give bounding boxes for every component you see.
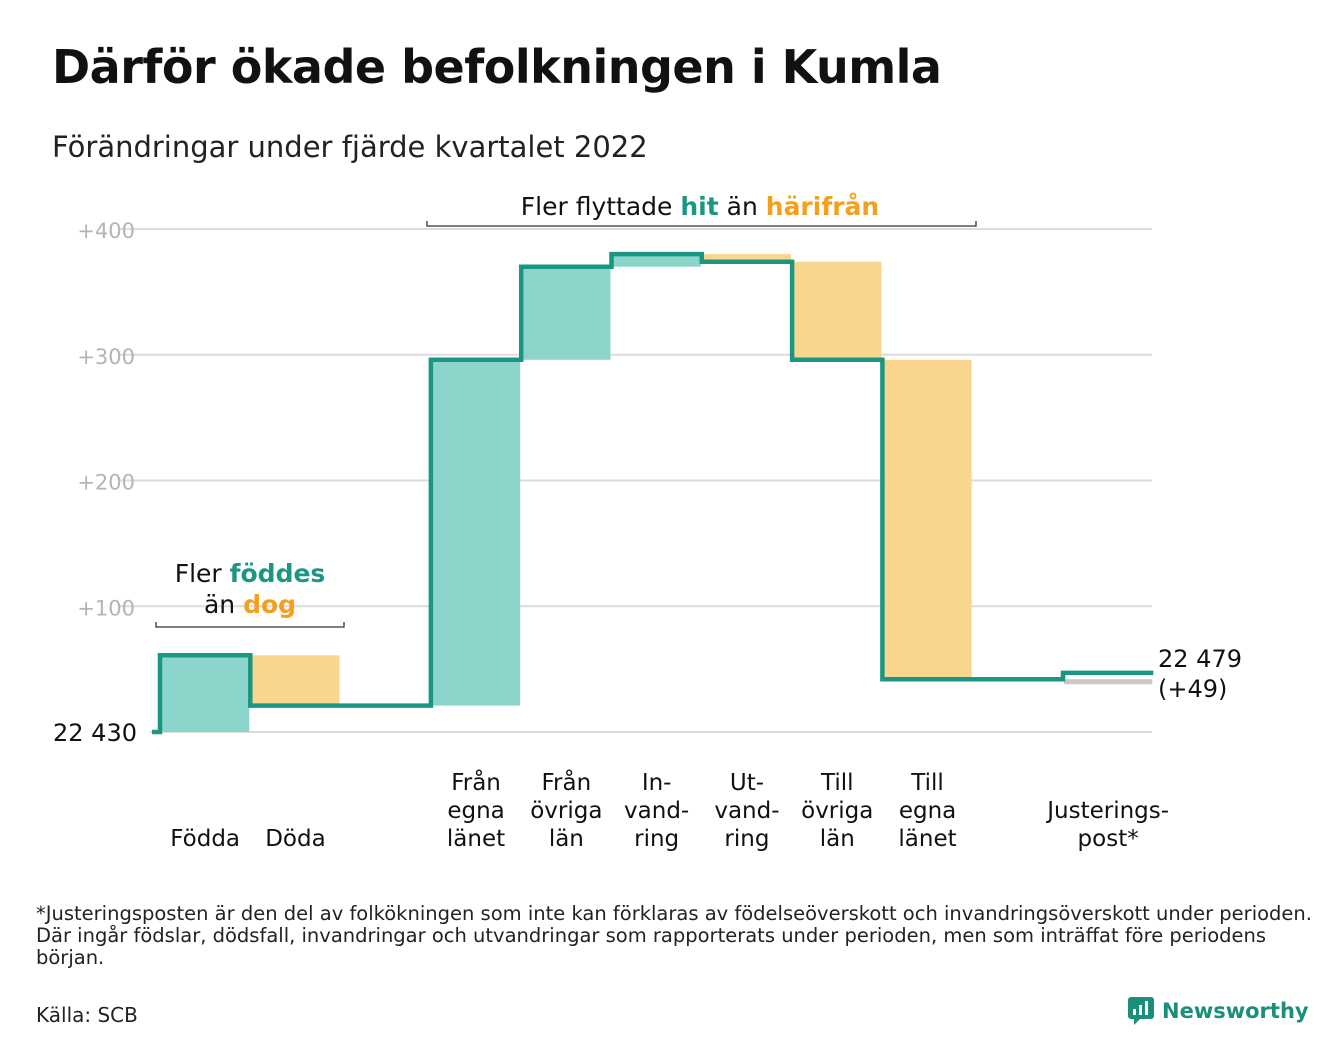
category-label: egna (899, 798, 956, 824)
y-tick-label: +300 (77, 345, 135, 369)
category-label: Ut- (730, 770, 764, 796)
category-label: Från (451, 768, 501, 796)
brand-name: Newsworthy (1162, 999, 1309, 1023)
y-tick-label: +100 (77, 596, 135, 620)
category-label: vand- (624, 798, 689, 824)
source-label: Källa: SCB (36, 1003, 138, 1027)
start-value-label: 22 430 (53, 719, 137, 747)
category-label: Justerings- (1045, 798, 1169, 824)
category-label: ring (724, 826, 769, 852)
waterfall-bar (612, 254, 701, 267)
category-label: län (549, 826, 584, 852)
y-tick-label: +400 (77, 219, 135, 243)
end-change-label: (+49) (1158, 675, 1227, 703)
waterfall-bar (161, 655, 250, 732)
waterfall-bar (522, 266, 611, 360)
category-label: Från (542, 768, 592, 796)
category-label: egna (447, 798, 504, 824)
end-value-label: 22 479 (1158, 645, 1242, 673)
waterfall-chart: +100 +200 +300 +400 22 430 22 479(+49) Födda Dö… (53, 192, 1242, 852)
births-annotation-line2: än dog (204, 590, 296, 619)
category-label: In- (642, 770, 672, 796)
waterfall-bar (793, 261, 882, 360)
category-label: övriga (530, 798, 602, 824)
newsworthy-icon (1128, 997, 1154, 1025)
chart-title: Därför ökade befolkningen i Kumla (52, 40, 942, 94)
waterfall-bar (702, 254, 792, 262)
births-annotation-line1: Fler föddes (175, 559, 326, 588)
moves-bracket (426, 221, 977, 227)
category-label: Döda (265, 826, 325, 852)
births-bracket (155, 622, 345, 628)
category-label: post* (1078, 826, 1139, 852)
category-label: Till (910, 770, 944, 796)
brand-logo: Newsworthy (1128, 997, 1309, 1025)
cumulative-step-line (152, 251, 1154, 735)
waterfall-bar (1064, 679, 1153, 685)
footnote: *Justeringsposten är den del av folkökni… (36, 902, 1312, 969)
category-label: vand- (714, 798, 779, 824)
category-label: ring (634, 826, 679, 852)
waterfall-bar (251, 655, 340, 706)
chart-subtitle: Förändringar under fjärde kvartalet 2022 (52, 130, 648, 164)
category-label: län (820, 826, 855, 852)
category-label: länet (898, 826, 956, 852)
moves-annotation: Fler flyttade hit än härifrån (521, 192, 879, 221)
category-label: övriga (801, 798, 873, 824)
category-label: Till (820, 770, 854, 796)
category-label: länet (447, 826, 505, 852)
category-label: Födda (170, 826, 240, 852)
waterfall-bar (883, 359, 972, 680)
waterfall-bar (431, 359, 521, 706)
y-tick-label: +200 (77, 471, 135, 495)
